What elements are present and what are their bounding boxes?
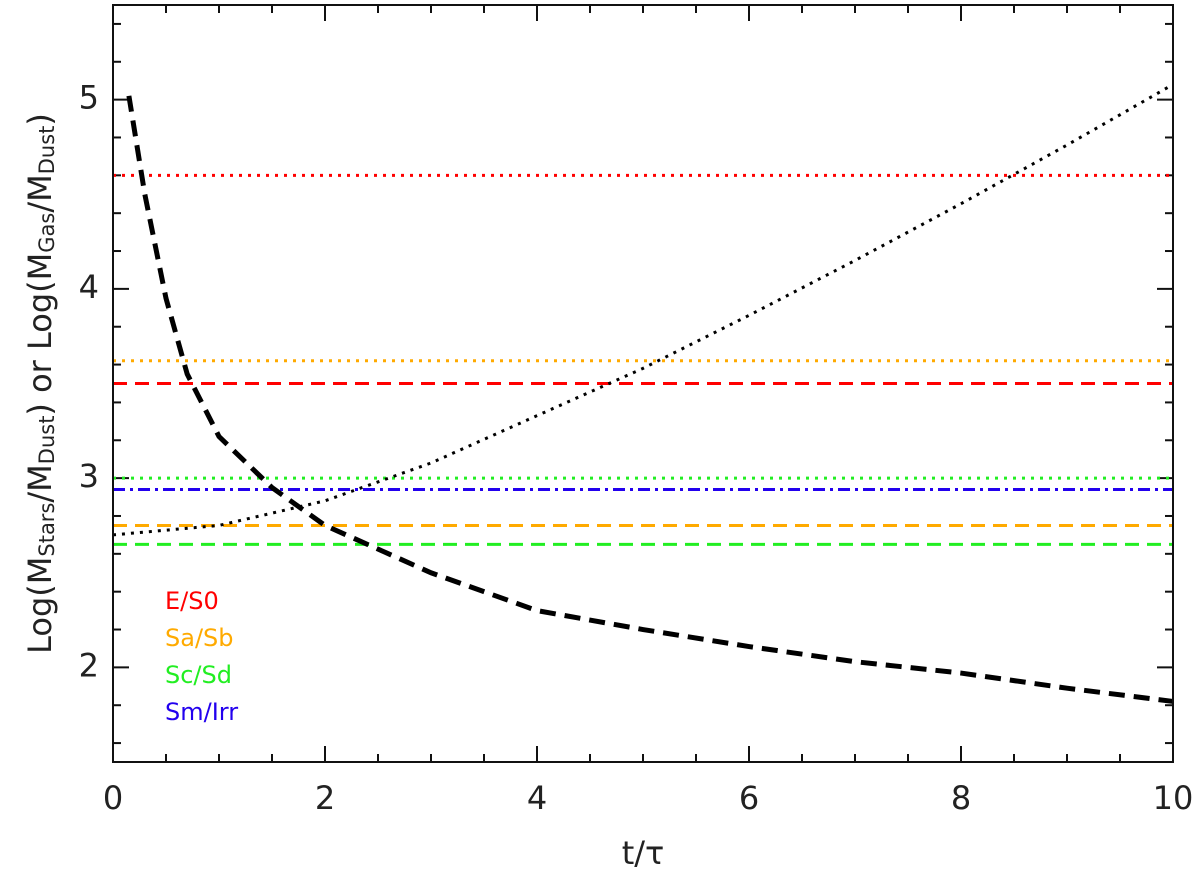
x-tick-label: 0 xyxy=(103,779,123,817)
y-axis-label-part: ) xyxy=(21,113,59,125)
plot-frame xyxy=(112,4,1174,763)
y-axis-label: Log(MStars/MDust) or Log(MGas/MDust) xyxy=(21,113,59,654)
y-axis-label-part: Log(M xyxy=(21,557,59,654)
x-tick-label: 10 xyxy=(1153,779,1194,817)
y-axis-label-part: Dust xyxy=(35,416,59,465)
y-axis-label-part: ) or Log(M xyxy=(21,253,59,416)
x-axis-label: t/τ xyxy=(622,834,665,872)
y-tick-label: 2 xyxy=(79,646,99,684)
x-tick-label: 6 xyxy=(739,779,759,817)
y-tick-label: 5 xyxy=(79,79,99,117)
series-line xyxy=(112,83,1174,537)
y-tick-label: 3 xyxy=(79,457,99,495)
y-axis-label-part: Dust xyxy=(35,126,59,175)
x-tick-label: 8 xyxy=(951,779,971,817)
x-tick-label: 2 xyxy=(315,779,335,817)
y-tick-label: 4 xyxy=(79,268,99,306)
series-line xyxy=(126,95,1174,704)
y-axis-label-part: Stars xyxy=(35,503,59,557)
y-axis-label-part: Gas xyxy=(35,213,59,253)
y-axis-label-part: /M xyxy=(21,464,59,502)
x-tick-label: 4 xyxy=(527,779,547,817)
legend-label: E/S0 xyxy=(165,587,219,615)
legend-label: Sc/Sd xyxy=(165,661,232,689)
legend-label: Sm/Irr xyxy=(165,698,238,726)
legend-label: Sa/Sb xyxy=(165,624,234,652)
y-axis-label-part: /M xyxy=(21,174,59,212)
